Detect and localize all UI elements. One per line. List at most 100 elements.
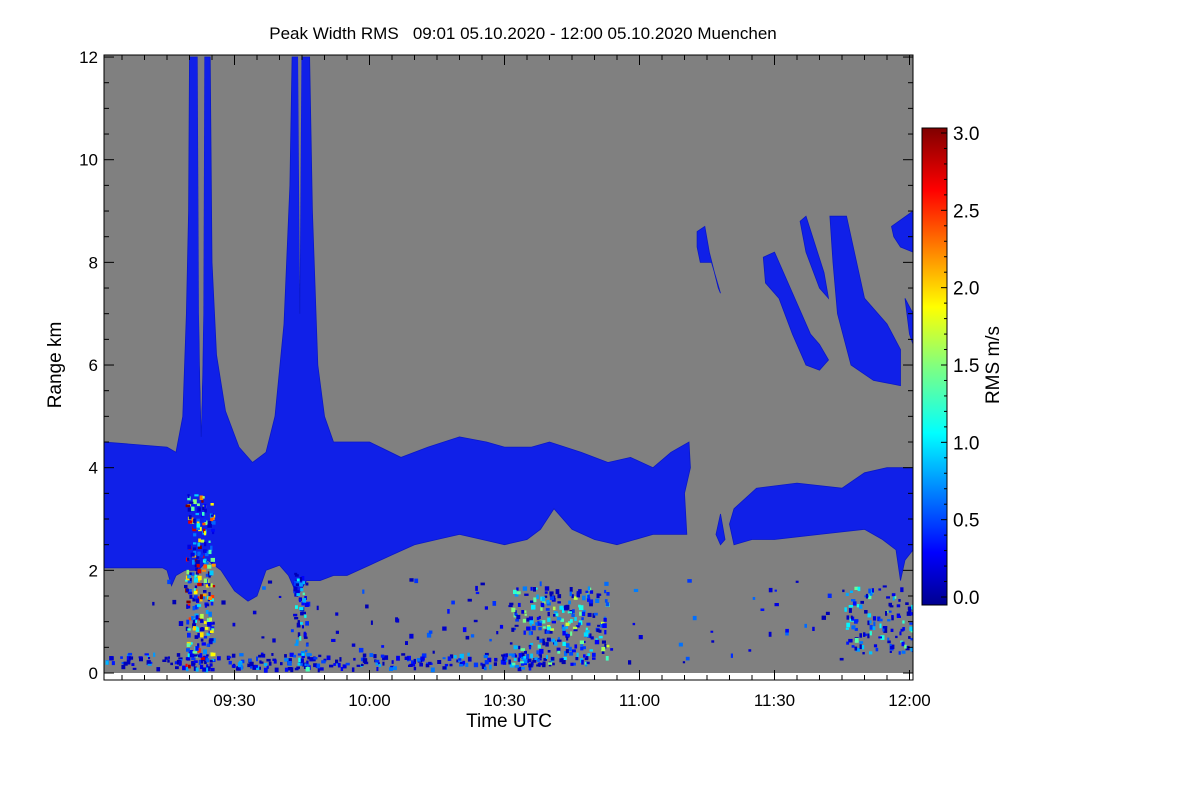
- speckle-cell: [186, 588, 189, 592]
- speckle-cell: [252, 610, 257, 615]
- speckle-cell: [111, 661, 115, 666]
- speckle-cell: [475, 585, 478, 591]
- speckle-cell: [362, 653, 367, 658]
- speckle-cell: [517, 666, 522, 672]
- speckle-cell: [207, 622, 212, 627]
- speckle-cell: [186, 569, 190, 575]
- speckle-cell: [604, 599, 608, 603]
- speckle-cell: [167, 659, 170, 663]
- speckle-cell: [202, 667, 207, 672]
- speckle-cell: [192, 597, 196, 602]
- speckle-cell: [212, 529, 215, 535]
- speckle-cell: [539, 648, 544, 654]
- speckle-cell: [204, 621, 207, 624]
- speckle-cell: [484, 606, 488, 610]
- speckle-cell: [550, 656, 555, 661]
- upper-cloud-2: [762, 251, 829, 371]
- speckle-cell: [194, 585, 198, 589]
- speckle-cell: [301, 611, 306, 615]
- speckle-cell: [187, 605, 191, 609]
- y-tick-label: 10: [79, 151, 98, 170]
- speckle-cell: [207, 666, 211, 669]
- speckle-cell: [170, 662, 173, 666]
- speckle-cell: [293, 586, 298, 592]
- speckle-cell: [148, 657, 151, 660]
- speckle-cell: [550, 628, 554, 631]
- speckle-cell: [598, 629, 602, 633]
- speckle-cell: [752, 597, 756, 600]
- speckle-cell: [192, 623, 197, 628]
- speckle-cell: [268, 661, 272, 666]
- speckle-cell: [323, 658, 327, 662]
- speckle-cell: [304, 614, 307, 618]
- speckle-cell: [785, 628, 789, 633]
- speckle-cell: [517, 602, 521, 607]
- speckle-cell: [891, 615, 894, 618]
- speckle-cell: [203, 528, 206, 533]
- speckle-cell: [845, 592, 849, 596]
- speckle-cell: [569, 591, 572, 597]
- speckle-cell: [587, 586, 591, 591]
- speckle-cell: [185, 626, 189, 631]
- speckle-cell: [567, 611, 572, 614]
- speckle-cell: [513, 658, 517, 661]
- speckle-cell: [499, 624, 504, 629]
- speckle-cell: [192, 504, 195, 507]
- speckle-cell: [197, 648, 201, 653]
- speckle-cell: [290, 629, 294, 633]
- y-tick-label: 8: [89, 253, 98, 272]
- speckle-cell: [848, 605, 854, 608]
- speckle-cell: [420, 656, 425, 661]
- speckle-cell: [827, 593, 832, 598]
- speckle-cell: [209, 659, 213, 663]
- speckle-cell: [524, 613, 527, 616]
- speckle-cell: [447, 656, 452, 661]
- speckle-cell: [504, 657, 508, 663]
- speckle-cell: [356, 664, 361, 667]
- speckle-cell: [263, 667, 268, 673]
- speckle-cell: [267, 580, 273, 584]
- speckle-cell: [492, 601, 497, 606]
- speckle-cell: [551, 620, 556, 624]
- speckle-cell: [574, 616, 577, 621]
- speckle-cell: [266, 658, 271, 662]
- speckle-cell: [407, 655, 411, 661]
- speckle-cell: [200, 539, 205, 543]
- speckle-cell: [202, 506, 205, 511]
- speckle-cell: [540, 602, 545, 608]
- speckle-cell: [578, 589, 582, 594]
- gap-inside-u: [212, 55, 291, 455]
- speckle-cell: [300, 658, 304, 663]
- speckle-cell: [326, 655, 331, 661]
- speckle-cell: [339, 657, 342, 662]
- speckle-cell: [581, 611, 586, 617]
- speckle-cell: [887, 637, 890, 641]
- speckle-cell: [199, 664, 204, 669]
- speckle-cell: [515, 619, 519, 622]
- speckle-cell: [404, 656, 409, 660]
- y-tick-label: 4: [89, 459, 98, 478]
- speckle-cell: [530, 653, 533, 659]
- speckle-cell: [856, 604, 860, 608]
- speckle-cell: [442, 626, 447, 631]
- speckle-cell: [198, 538, 201, 543]
- speckle-cell: [202, 496, 205, 499]
- speckle-cell: [131, 663, 135, 666]
- speckle-cell: [210, 585, 216, 588]
- colorbar-tick-label: 0.0: [953, 588, 979, 609]
- colorbar-tick-label: 1.0: [953, 433, 979, 454]
- speckle-cell: [313, 657, 318, 660]
- speckle-cell: [211, 520, 216, 525]
- speckle-cell: [509, 602, 514, 606]
- speckle-cell: [442, 657, 446, 660]
- speckle-cell: [544, 595, 548, 598]
- speckle-cell: [518, 653, 523, 658]
- speckle-cell: [584, 662, 588, 665]
- speckle-cell: [302, 662, 307, 667]
- speckle-cell: [304, 602, 309, 607]
- speckle-cell: [887, 619, 891, 622]
- speckle-cell: [559, 605, 564, 610]
- speckle-cell: [504, 656, 508, 660]
- speckle-cell: [190, 517, 194, 522]
